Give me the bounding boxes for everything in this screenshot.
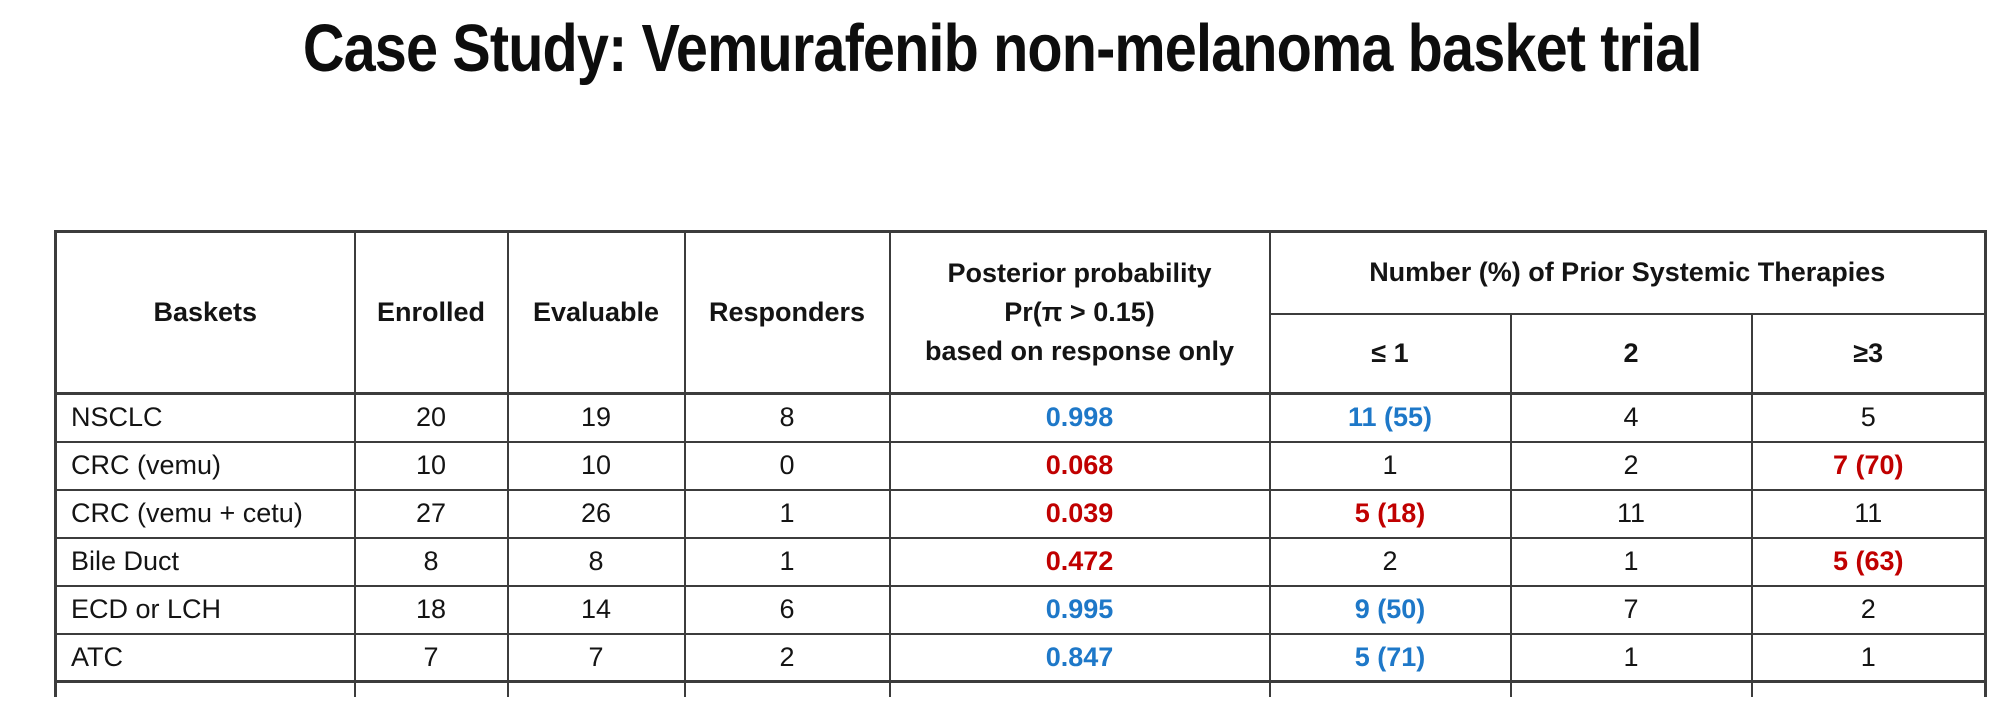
evaluable-value: 14 <box>506 584 686 635</box>
prior-le1-value: 11 (55) <box>1268 392 1512 443</box>
table-row-atc: ATC 7 7 2 0.847 5 (71) 1 1 <box>54 632 1988 683</box>
col-header-enrolled: Enrolled <box>353 230 509 395</box>
col-header-prior-ge3: ≥3 <box>1750 312 1988 395</box>
prior-2-value: 7 <box>1509 584 1753 635</box>
posterior-header-line1: Posterior probability <box>947 257 1212 288</box>
evaluable-value: 10 <box>506 440 686 491</box>
table-cutoff-row <box>54 680 1988 697</box>
posterior-probability-value: 0.995 <box>888 584 1271 635</box>
evaluable-value: 8 <box>506 536 686 587</box>
basket-trial-table: Baskets Enrolled Evaluable Responders Po… <box>54 230 1988 697</box>
prior-ge3-value: 11 <box>1750 488 1988 539</box>
responders-value: 6 <box>683 584 891 635</box>
posterior-probability-value: 0.068 <box>888 440 1271 491</box>
posterior-probability-value: 0.847 <box>888 632 1271 683</box>
basket-name: NSCLC <box>54 392 356 443</box>
prior-ge3-value: 2 <box>1750 584 1988 635</box>
posterior-header-line2: Pr(π > 0.15) <box>1004 296 1155 327</box>
col-header-baskets: Baskets <box>54 230 356 395</box>
slide-title-text: Case Study: Vemurafenib non-melanoma bas… <box>302 11 1703 86</box>
col-group-prior-systemic-therapies: Number (%) of Prior Systemic Therapies <box>1268 230 1988 315</box>
posterior-probability-value: 0.472 <box>888 536 1271 587</box>
prior-2-value: 1 <box>1509 536 1753 587</box>
posterior-header-line3: based on response only <box>924 336 1235 367</box>
prior-ge3-value: 5 (63) <box>1750 536 1988 587</box>
col-header-prior-le1: ≤ 1 <box>1268 312 1512 395</box>
enrolled-value: 20 <box>353 392 509 443</box>
evaluable-value: 19 <box>506 392 686 443</box>
table-cut-stub <box>888 680 1271 697</box>
header-row-top: Baskets Enrolled Evaluable Responders Po… <box>54 230 1988 395</box>
table-body: NSCLC 20 19 8 0.998 11 (55) 4 5 CRC (vem… <box>54 392 1988 697</box>
responders-value: 2 <box>683 632 891 683</box>
table-row-crc-vemu: CRC (vemu) 10 10 0 0.068 1 2 7 (70) <box>54 440 1988 491</box>
basket-name: CRC (vemu) <box>54 440 356 491</box>
basket-name: CRC (vemu + cetu) <box>54 488 356 539</box>
basket-name: ATC <box>54 632 356 683</box>
prior-le1-value: 5 (18) <box>1268 488 1512 539</box>
enrolled-value: 18 <box>353 584 509 635</box>
prior-2-value: 11 <box>1509 488 1753 539</box>
prior-2-value: 1 <box>1509 632 1753 683</box>
prior-le1-value: 9 (50) <box>1268 584 1512 635</box>
prior-le1-value: 1 <box>1268 440 1512 491</box>
table-cut-stub <box>683 680 891 697</box>
responders-value: 0 <box>683 440 891 491</box>
responders-value: 1 <box>683 536 891 587</box>
basket-name: ECD or LCH <box>54 584 356 635</box>
prior-le1-value: 2 <box>1268 536 1512 587</box>
table-row-crc-vemu-cetu: CRC (vemu + cetu) 27 26 1 0.039 5 (18) 1… <box>54 488 1988 539</box>
header-row-sub: ≤ 1 2 ≥3 <box>56 312 1988 395</box>
basket-name: Bile Duct <box>54 536 356 587</box>
table-row-nsclc: NSCLC 20 19 8 0.998 11 (55) 4 5 <box>54 392 1988 443</box>
prior-ge3-value: 1 <box>1750 632 1988 683</box>
enrolled-value: 10 <box>353 440 509 491</box>
evaluable-value: 26 <box>506 488 686 539</box>
col-header-responders: Responders <box>683 230 891 395</box>
prior-le1-value: 5 (71) <box>1268 632 1512 683</box>
table-cut-stub <box>1268 680 1512 697</box>
enrolled-value: 8 <box>353 536 509 587</box>
prior-2-value: 4 <box>1509 392 1753 443</box>
table-row-bile-duct: Bile Duct 8 8 1 0.472 2 1 5 (63) <box>54 536 1988 587</box>
responders-value: 8 <box>683 392 891 443</box>
enrolled-value: 27 <box>353 488 509 539</box>
col-header-prior-2: 2 <box>1509 312 1753 395</box>
enrolled-value: 7 <box>353 632 509 683</box>
table-cut-stub <box>54 680 356 697</box>
table-cut-stub <box>1509 680 1753 697</box>
table-row-ecd-lch: ECD or LCH 18 14 6 0.995 9 (50) 7 2 <box>54 584 1988 635</box>
prior-2-value: 2 <box>1509 440 1753 491</box>
prior-ge3-value: 7 (70) <box>1750 440 1988 491</box>
slide-title: Case Study: Vemurafenib non-melanoma bas… <box>0 10 2004 87</box>
prior-ge3-value: 5 <box>1750 392 1988 443</box>
evaluable-value: 7 <box>506 632 686 683</box>
responders-value: 1 <box>683 488 891 539</box>
table-cut-stub <box>353 680 509 697</box>
table-cut-stub <box>1750 680 1988 697</box>
posterior-probability-value: 0.039 <box>888 488 1271 539</box>
posterior-probability-value: 0.998 <box>888 392 1271 443</box>
table-header: Baskets Enrolled Evaluable Responders Po… <box>54 230 1988 395</box>
col-header-evaluable: Evaluable <box>506 230 686 395</box>
table-cut-stub <box>506 680 686 697</box>
col-header-posterior-probability: Posterior probability Pr(π > 0.15) based… <box>888 230 1271 395</box>
